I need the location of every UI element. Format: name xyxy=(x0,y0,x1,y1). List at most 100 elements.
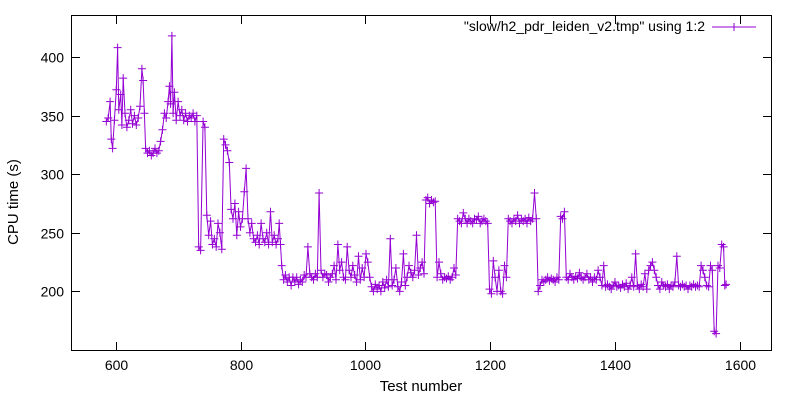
series-line xyxy=(105,35,727,335)
data-point xyxy=(317,266,325,275)
data-point xyxy=(169,109,178,118)
data-point xyxy=(154,146,163,155)
data-point xyxy=(596,273,604,282)
data-point xyxy=(652,273,661,282)
data-point xyxy=(521,214,530,223)
data-point xyxy=(599,261,608,270)
data-point xyxy=(715,264,724,272)
data-point xyxy=(566,269,574,278)
data-point xyxy=(277,261,286,270)
data-point xyxy=(391,264,400,272)
data-point xyxy=(223,146,232,155)
data-point xyxy=(333,240,342,249)
y-tick-label: 250 xyxy=(41,226,65,242)
data-point xyxy=(177,105,186,114)
data-point xyxy=(287,281,296,290)
data-point xyxy=(487,289,496,298)
data-point xyxy=(672,252,681,261)
data-point xyxy=(236,222,245,231)
data-point xyxy=(414,271,423,279)
data-point xyxy=(315,189,324,197)
data-point xyxy=(384,282,393,291)
legend-label: "slow/h2_pdr_leiden_v2.tmp" using 1:2 xyxy=(464,18,705,34)
data-point xyxy=(270,231,279,240)
data-point xyxy=(611,278,619,286)
data-point xyxy=(234,207,243,216)
data-point xyxy=(646,261,655,270)
data-point xyxy=(498,289,507,298)
data-point xyxy=(128,119,137,128)
data-point xyxy=(648,258,657,267)
data-point xyxy=(536,281,545,290)
data-point xyxy=(474,212,483,221)
data-point xyxy=(468,219,477,228)
data-point xyxy=(362,249,370,258)
data-point xyxy=(328,269,337,278)
data-point xyxy=(706,261,715,270)
x-axis-label: Test number xyxy=(380,378,463,395)
data-point xyxy=(513,211,522,220)
data-point xyxy=(253,231,262,240)
data-point xyxy=(117,121,126,129)
data-point xyxy=(569,275,578,284)
x-tick-label: 600 xyxy=(105,357,129,373)
data-point xyxy=(524,213,533,222)
x-tick-label: 1400 xyxy=(600,357,631,373)
data-point xyxy=(245,228,254,237)
data-point xyxy=(311,269,320,278)
series-markers xyxy=(102,31,731,338)
x-tick-label: 1200 xyxy=(475,357,506,373)
data-point xyxy=(594,266,603,275)
data-point xyxy=(708,266,717,275)
data-point xyxy=(444,272,453,281)
data-point xyxy=(345,266,354,275)
data-point xyxy=(119,74,128,83)
data-point xyxy=(332,275,340,284)
data-point xyxy=(491,273,500,282)
data-point xyxy=(217,245,226,254)
plot-area xyxy=(102,31,731,338)
data-point xyxy=(494,266,503,275)
data-point xyxy=(122,123,131,132)
data-point xyxy=(554,275,563,284)
data-point xyxy=(429,198,438,207)
data-point xyxy=(663,280,672,289)
data-point xyxy=(431,197,440,206)
data-point xyxy=(633,281,642,290)
data-point xyxy=(543,273,552,282)
data-point xyxy=(158,125,167,134)
data-point xyxy=(433,273,442,282)
x-tick-label: 1000 xyxy=(350,357,381,373)
data-point xyxy=(348,261,357,270)
data-point xyxy=(179,116,188,125)
data-point xyxy=(330,261,339,270)
data-point xyxy=(192,111,201,120)
data-point xyxy=(257,219,266,228)
data-point xyxy=(202,211,211,220)
data-point xyxy=(659,281,668,290)
x-tick-group: 600 800 1000 1200 1400 1600 xyxy=(105,16,756,373)
data-point xyxy=(358,264,367,272)
data-point xyxy=(693,281,702,290)
data-point xyxy=(194,242,203,251)
data-point xyxy=(229,214,237,223)
data-point xyxy=(650,266,659,275)
data-point xyxy=(337,258,346,267)
data-point xyxy=(324,278,333,286)
data-point xyxy=(126,105,135,114)
data-point xyxy=(685,281,694,290)
data-point xyxy=(640,269,649,278)
data-point xyxy=(483,219,492,228)
data-point xyxy=(121,109,129,118)
data-point xyxy=(283,278,292,286)
data-point xyxy=(700,273,709,282)
x-tick-label: 1600 xyxy=(725,357,756,373)
data-point xyxy=(303,242,312,251)
data-point xyxy=(380,283,389,292)
data-point xyxy=(298,278,307,286)
data-point xyxy=(722,280,731,289)
data-point xyxy=(399,249,408,258)
data-point xyxy=(187,114,196,122)
data-point xyxy=(699,266,707,275)
